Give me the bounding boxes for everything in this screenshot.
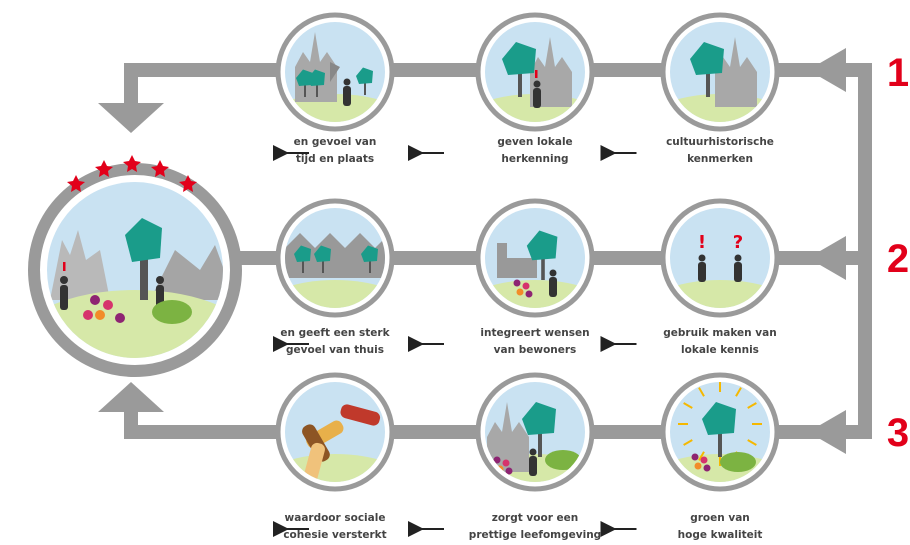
diagram: 1 cultuurhistorische kenmerken geven lokale…	[0, 0, 910, 545]
step-label: cultuurhistorische	[666, 136, 774, 148]
step-label: herkenning	[501, 153, 568, 165]
step-number: 1	[887, 51, 909, 95]
step-label: tijd en plaats	[296, 153, 374, 165]
step-number: 2	[887, 237, 909, 281]
big-circle	[15, 155, 255, 400]
step-label: lokale kennis	[681, 344, 759, 356]
step	[265, 15, 405, 146]
step	[265, 201, 405, 332]
step-label: gebruik maken van	[663, 327, 776, 339]
step	[465, 375, 605, 506]
step-label: zorgt voor een	[492, 512, 579, 524]
step-label: hoge kwaliteit	[678, 529, 763, 541]
step-label: en geeft een sterk	[280, 327, 390, 339]
step	[265, 375, 405, 506]
step-label: prettige leefomgeving	[469, 529, 601, 541]
step-number: 3	[887, 411, 909, 455]
step	[650, 15, 790, 146]
step-label: kenmerken	[687, 153, 753, 165]
step-label: gevoel van thuis	[286, 344, 384, 356]
steps: 1 cultuurhistorische kenmerken geven lokale…	[265, 15, 909, 541]
step-label: en gevoel van	[294, 136, 377, 148]
step	[465, 15, 605, 146]
step-label: geven lokale	[497, 136, 572, 148]
step-label: waardoor sociale	[285, 512, 386, 524]
step: !?	[650, 201, 790, 332]
step-label: cohesie versterkt	[283, 529, 386, 541]
step	[465, 201, 605, 332]
svg-text:!: !	[698, 232, 706, 253]
svg-text:?: ?	[733, 232, 743, 253]
step-label: groen van	[690, 512, 750, 524]
step-label: van bewoners	[494, 344, 577, 356]
step	[650, 375, 790, 506]
step-label: integreert wensen	[480, 327, 589, 339]
